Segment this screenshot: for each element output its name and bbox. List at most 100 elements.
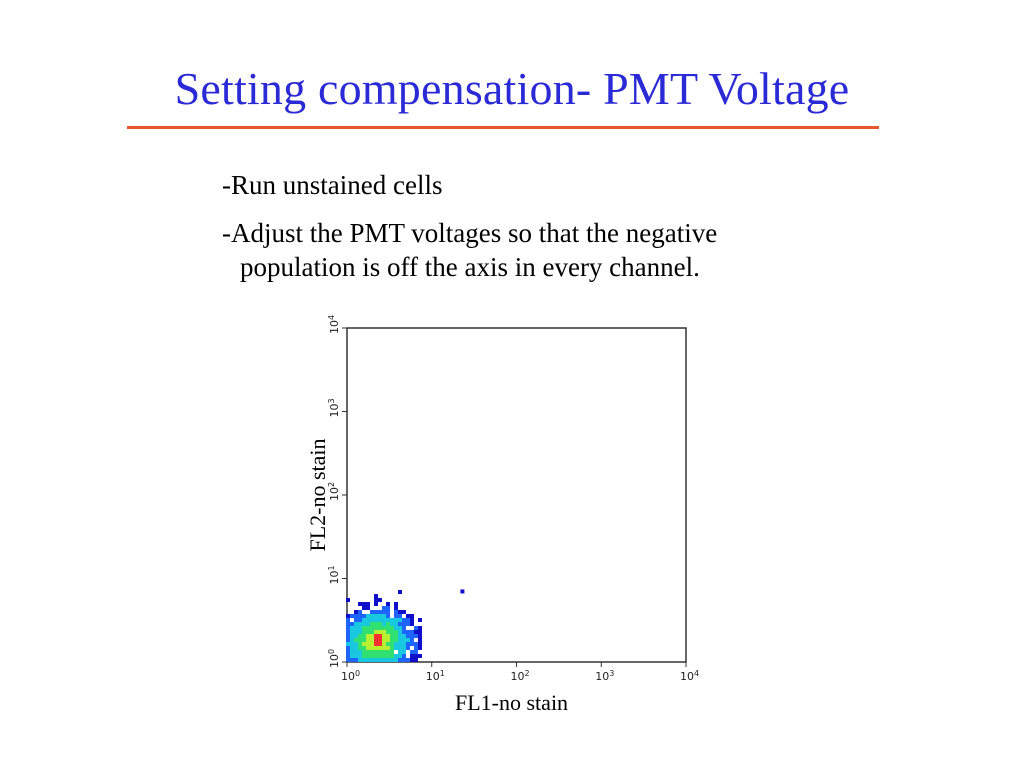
density-cell [394,622,398,626]
density-cell [370,650,374,654]
density-cell [418,646,422,650]
density-cell [362,626,366,630]
density-cell [358,646,362,650]
x-tick-label: 101 [426,669,445,683]
density-cell [398,634,402,638]
y-tick-label: 103 [327,398,341,417]
y-tick-label: 102 [327,482,341,501]
density-cell [350,638,354,642]
x-tick-label: 102 [511,669,530,683]
density-cell [390,638,394,642]
density-cell [382,634,386,638]
density-cell [346,618,350,622]
bullet-text: -Adjust the PMT voltages so that the neg… [222,218,718,248]
density-cell [382,622,386,626]
density-cell [386,630,390,634]
density-cell [366,638,370,642]
density-cell [374,598,378,602]
density-cell [382,626,386,630]
density-cell [370,646,374,650]
density-cell [374,654,378,658]
density-cell [378,626,382,630]
density-cell [358,638,362,642]
density-cell [394,638,398,642]
density-cell [402,630,406,634]
density-cell [374,602,378,606]
density-cell [390,618,394,622]
density-cell [358,642,362,646]
density-cell [390,658,394,662]
density-cell [382,650,386,654]
density-cell [402,654,406,658]
density-cell [402,618,406,622]
density-cell [378,650,382,654]
density-cell [354,646,358,650]
density-cell [350,642,354,646]
density-cell [366,622,370,626]
y-axis-label: FL2-no stain [305,438,330,552]
density-cell [402,634,406,638]
density-cell [374,646,378,650]
density-cell [366,646,370,650]
density-cell [406,614,410,618]
density-cell [402,646,406,650]
density-cell [406,638,410,642]
density-cell [362,658,366,662]
density-cell [386,642,390,646]
density-cell [414,650,418,654]
bullet-text: -Run unstained cells [222,170,443,200]
density-cell [362,630,366,634]
density-cell [398,642,402,646]
density-cell [386,634,390,638]
density-cell [362,650,366,654]
density-cell [394,646,398,650]
density-cell [382,646,386,650]
x-tick-label: 103 [595,669,614,683]
outlier-event [460,589,465,594]
density-cell [414,634,418,638]
density-cell [406,630,410,634]
density-cell [414,654,418,658]
density-cell [410,642,414,646]
density-cell [346,650,350,654]
density-cell [346,646,350,650]
density-cell [414,626,418,630]
density-cell [354,654,358,658]
density-cell [398,654,402,658]
density-cell [374,594,378,598]
y-tick-label: 104 [327,315,341,334]
density-cell [398,650,402,654]
density-cell [362,646,366,650]
density-cell [418,630,422,634]
density-cell [346,634,350,638]
density-cell [374,622,378,626]
density-cell [378,658,382,662]
density-cell [398,590,402,594]
density-cell [398,658,402,662]
density-cell [346,630,350,634]
density-cell [378,638,382,642]
density-cell [394,618,398,622]
density-cell [386,610,390,614]
density-cell [382,610,386,614]
density-cell [386,606,390,610]
density-cell [358,650,362,654]
density-cell [378,614,382,618]
density-cell [390,630,394,634]
density-cell [358,622,362,626]
bullet-item: -Run unstained cells [222,168,922,202]
density-cell [374,626,378,630]
density-cell [346,642,350,646]
density-cell [418,634,422,638]
density-cell [390,626,394,630]
density-cell [402,638,406,642]
density-cell [386,618,390,622]
population-cells [346,590,422,662]
density-cell [354,618,358,622]
density-cell [394,654,398,658]
density-cell [346,622,350,626]
density-cell [382,614,386,618]
y-tick-label: 101 [327,565,341,584]
density-cell [410,614,414,618]
density-cell [358,614,362,618]
